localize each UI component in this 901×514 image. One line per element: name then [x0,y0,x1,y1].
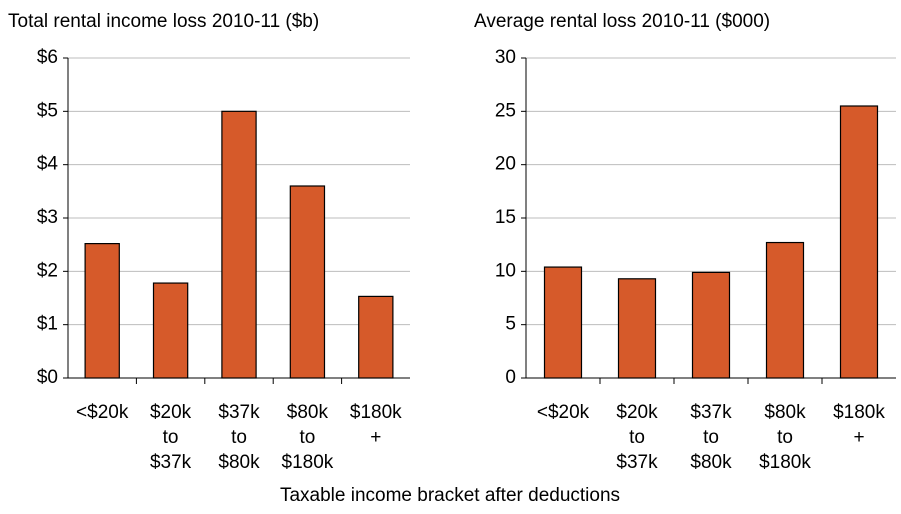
bar [358,295,394,379]
x-tick-label: $20k to $37k [150,402,192,473]
bar [543,266,583,379]
bar [617,278,657,379]
y-tick-label: 0 [505,367,516,388]
x-tick-label: $37k to $80k [218,402,260,473]
x-tick-label: $37k to $80k [690,402,732,473]
x-axis-label: Taxable income bracket after deductions [280,485,620,506]
x-tick-label: <$20k [537,402,590,423]
y-tick-label: 30 [495,47,516,68]
y-tick-label: $4 [37,154,59,175]
bar [221,110,257,379]
chart-title: Total rental income loss 2010-11 ($b) [8,11,319,32]
y-tick-label: $5 [37,100,58,121]
bar [289,185,326,379]
y-tick-label: $1 [37,314,58,335]
x-tick-label: $80k to $180k [282,402,334,473]
y-tick-label: $6 [37,47,58,68]
bar [839,105,879,379]
y-tick-label: 10 [495,260,516,281]
x-tick-label: $180k + [350,402,402,448]
bar [152,282,189,379]
y-tick-label: 5 [505,314,516,335]
bar [765,241,805,379]
x-tick-label: $80k to $180k [759,402,811,473]
x-tick-label: <$20k [76,402,129,423]
y-tick-label: $3 [37,207,58,228]
x-tick-label: $20k to $37k [616,402,658,473]
x-tick-label: $180k + [833,402,885,448]
bar [691,271,731,379]
chart-title: Average rental loss 2010-11 ($000) [474,11,770,32]
y-tick-label: 15 [495,207,516,228]
y-tick-label: 25 [495,100,516,121]
y-tick-label: $0 [37,367,58,388]
y-tick-label: $2 [37,260,58,281]
bar [84,243,120,379]
y-tick-label: 20 [495,154,516,175]
